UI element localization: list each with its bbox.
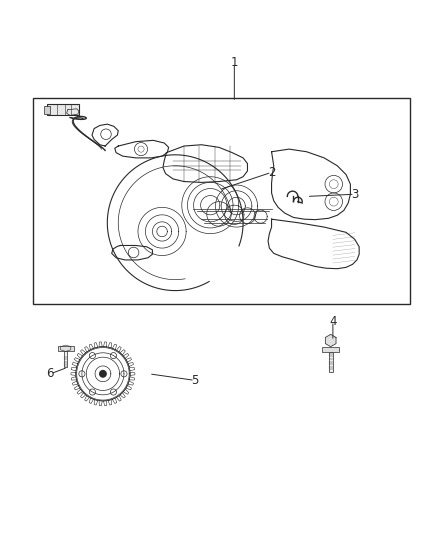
Text: 5: 5	[191, 374, 198, 387]
Bar	[47, 104, 79, 115]
Text: 1: 1	[230, 56, 238, 69]
Text: 3: 3	[351, 188, 358, 201]
Circle shape	[99, 370, 107, 378]
Bar	[322, 346, 339, 352]
Polygon shape	[325, 334, 336, 346]
Bar	[33, 98, 410, 304]
Bar	[58, 346, 74, 351]
Bar	[64, 351, 67, 367]
Text: 4: 4	[329, 315, 337, 328]
Text: 6: 6	[46, 367, 54, 381]
Bar	[44, 106, 50, 114]
Bar	[328, 352, 333, 372]
Text: 2: 2	[268, 166, 276, 179]
